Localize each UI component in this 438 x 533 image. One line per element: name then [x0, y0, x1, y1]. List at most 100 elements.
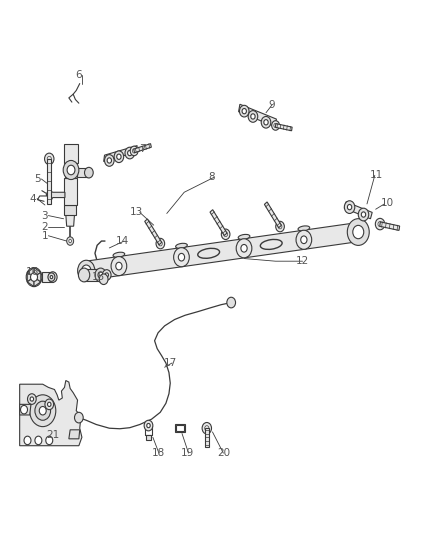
Bar	[64, 144, 78, 163]
Text: 1: 1	[42, 231, 48, 241]
Text: 15: 15	[92, 272, 105, 282]
Circle shape	[35, 401, 50, 420]
Polygon shape	[344, 202, 372, 219]
Circle shape	[236, 239, 252, 258]
Circle shape	[78, 260, 95, 281]
Circle shape	[31, 273, 38, 281]
Ellipse shape	[298, 226, 310, 231]
Circle shape	[45, 399, 53, 410]
Circle shape	[48, 273, 55, 281]
Circle shape	[85, 167, 93, 178]
Circle shape	[67, 165, 75, 175]
Circle shape	[130, 146, 138, 156]
Circle shape	[159, 241, 162, 246]
Circle shape	[78, 268, 90, 282]
Polygon shape	[20, 405, 31, 415]
Text: 20: 20	[217, 448, 230, 458]
Circle shape	[264, 119, 268, 125]
Circle shape	[173, 248, 189, 266]
Circle shape	[156, 238, 165, 249]
Circle shape	[227, 297, 236, 308]
Text: 4: 4	[29, 193, 36, 204]
Bar	[176, 424, 185, 432]
Circle shape	[344, 201, 355, 214]
Polygon shape	[66, 215, 74, 226]
Circle shape	[47, 156, 51, 161]
Circle shape	[347, 205, 352, 210]
Text: 8: 8	[208, 172, 215, 182]
Polygon shape	[265, 202, 281, 228]
Text: 5: 5	[34, 174, 40, 184]
Circle shape	[28, 394, 36, 405]
Polygon shape	[145, 219, 162, 245]
Circle shape	[301, 236, 307, 244]
Text: 18: 18	[152, 448, 165, 458]
Circle shape	[202, 423, 212, 434]
Circle shape	[102, 270, 111, 280]
Polygon shape	[276, 124, 292, 131]
Circle shape	[105, 273, 109, 277]
Polygon shape	[27, 277, 34, 287]
Circle shape	[30, 397, 34, 401]
Text: 3: 3	[42, 211, 48, 221]
Polygon shape	[34, 272, 41, 282]
Circle shape	[63, 160, 79, 180]
Text: 11: 11	[370, 171, 383, 180]
Circle shape	[111, 256, 127, 276]
Polygon shape	[380, 222, 399, 230]
Circle shape	[353, 225, 364, 239]
Circle shape	[81, 265, 91, 277]
Circle shape	[48, 272, 57, 282]
Polygon shape	[27, 272, 34, 282]
Circle shape	[105, 155, 114, 166]
Polygon shape	[27, 268, 34, 277]
Circle shape	[50, 276, 53, 279]
Bar	[177, 425, 184, 431]
Circle shape	[221, 229, 230, 239]
Text: 19: 19	[181, 448, 194, 458]
Circle shape	[74, 413, 83, 423]
Circle shape	[378, 222, 382, 227]
Ellipse shape	[238, 235, 250, 239]
Bar	[42, 272, 53, 282]
Text: 10: 10	[381, 198, 395, 208]
Circle shape	[21, 406, 28, 414]
Circle shape	[46, 436, 53, 445]
Polygon shape	[85, 223, 359, 280]
Polygon shape	[69, 430, 80, 439]
Text: 17: 17	[164, 358, 177, 368]
Text: 16: 16	[26, 267, 39, 277]
Circle shape	[117, 154, 121, 159]
Circle shape	[347, 219, 369, 245]
Polygon shape	[20, 381, 82, 446]
Circle shape	[248, 111, 258, 122]
Circle shape	[361, 212, 366, 217]
Circle shape	[278, 224, 282, 229]
Polygon shape	[104, 146, 137, 161]
Polygon shape	[239, 104, 276, 126]
Circle shape	[132, 149, 136, 153]
Circle shape	[251, 114, 255, 119]
Text: 2: 2	[42, 222, 48, 232]
Circle shape	[107, 158, 112, 163]
Circle shape	[144, 420, 153, 431]
Circle shape	[205, 426, 209, 431]
Circle shape	[296, 230, 312, 249]
Ellipse shape	[176, 243, 187, 248]
Bar	[77, 168, 89, 177]
Circle shape	[375, 219, 385, 230]
Circle shape	[276, 221, 284, 232]
Bar	[65, 163, 75, 179]
Polygon shape	[134, 143, 152, 152]
Circle shape	[98, 272, 103, 278]
Circle shape	[69, 239, 71, 243]
Circle shape	[242, 109, 247, 114]
Circle shape	[125, 147, 134, 159]
Circle shape	[24, 436, 31, 445]
Text: 21: 21	[46, 430, 60, 440]
Polygon shape	[46, 190, 65, 201]
Circle shape	[99, 274, 108, 285]
Circle shape	[114, 151, 124, 163]
Polygon shape	[34, 277, 41, 287]
Circle shape	[95, 268, 106, 282]
